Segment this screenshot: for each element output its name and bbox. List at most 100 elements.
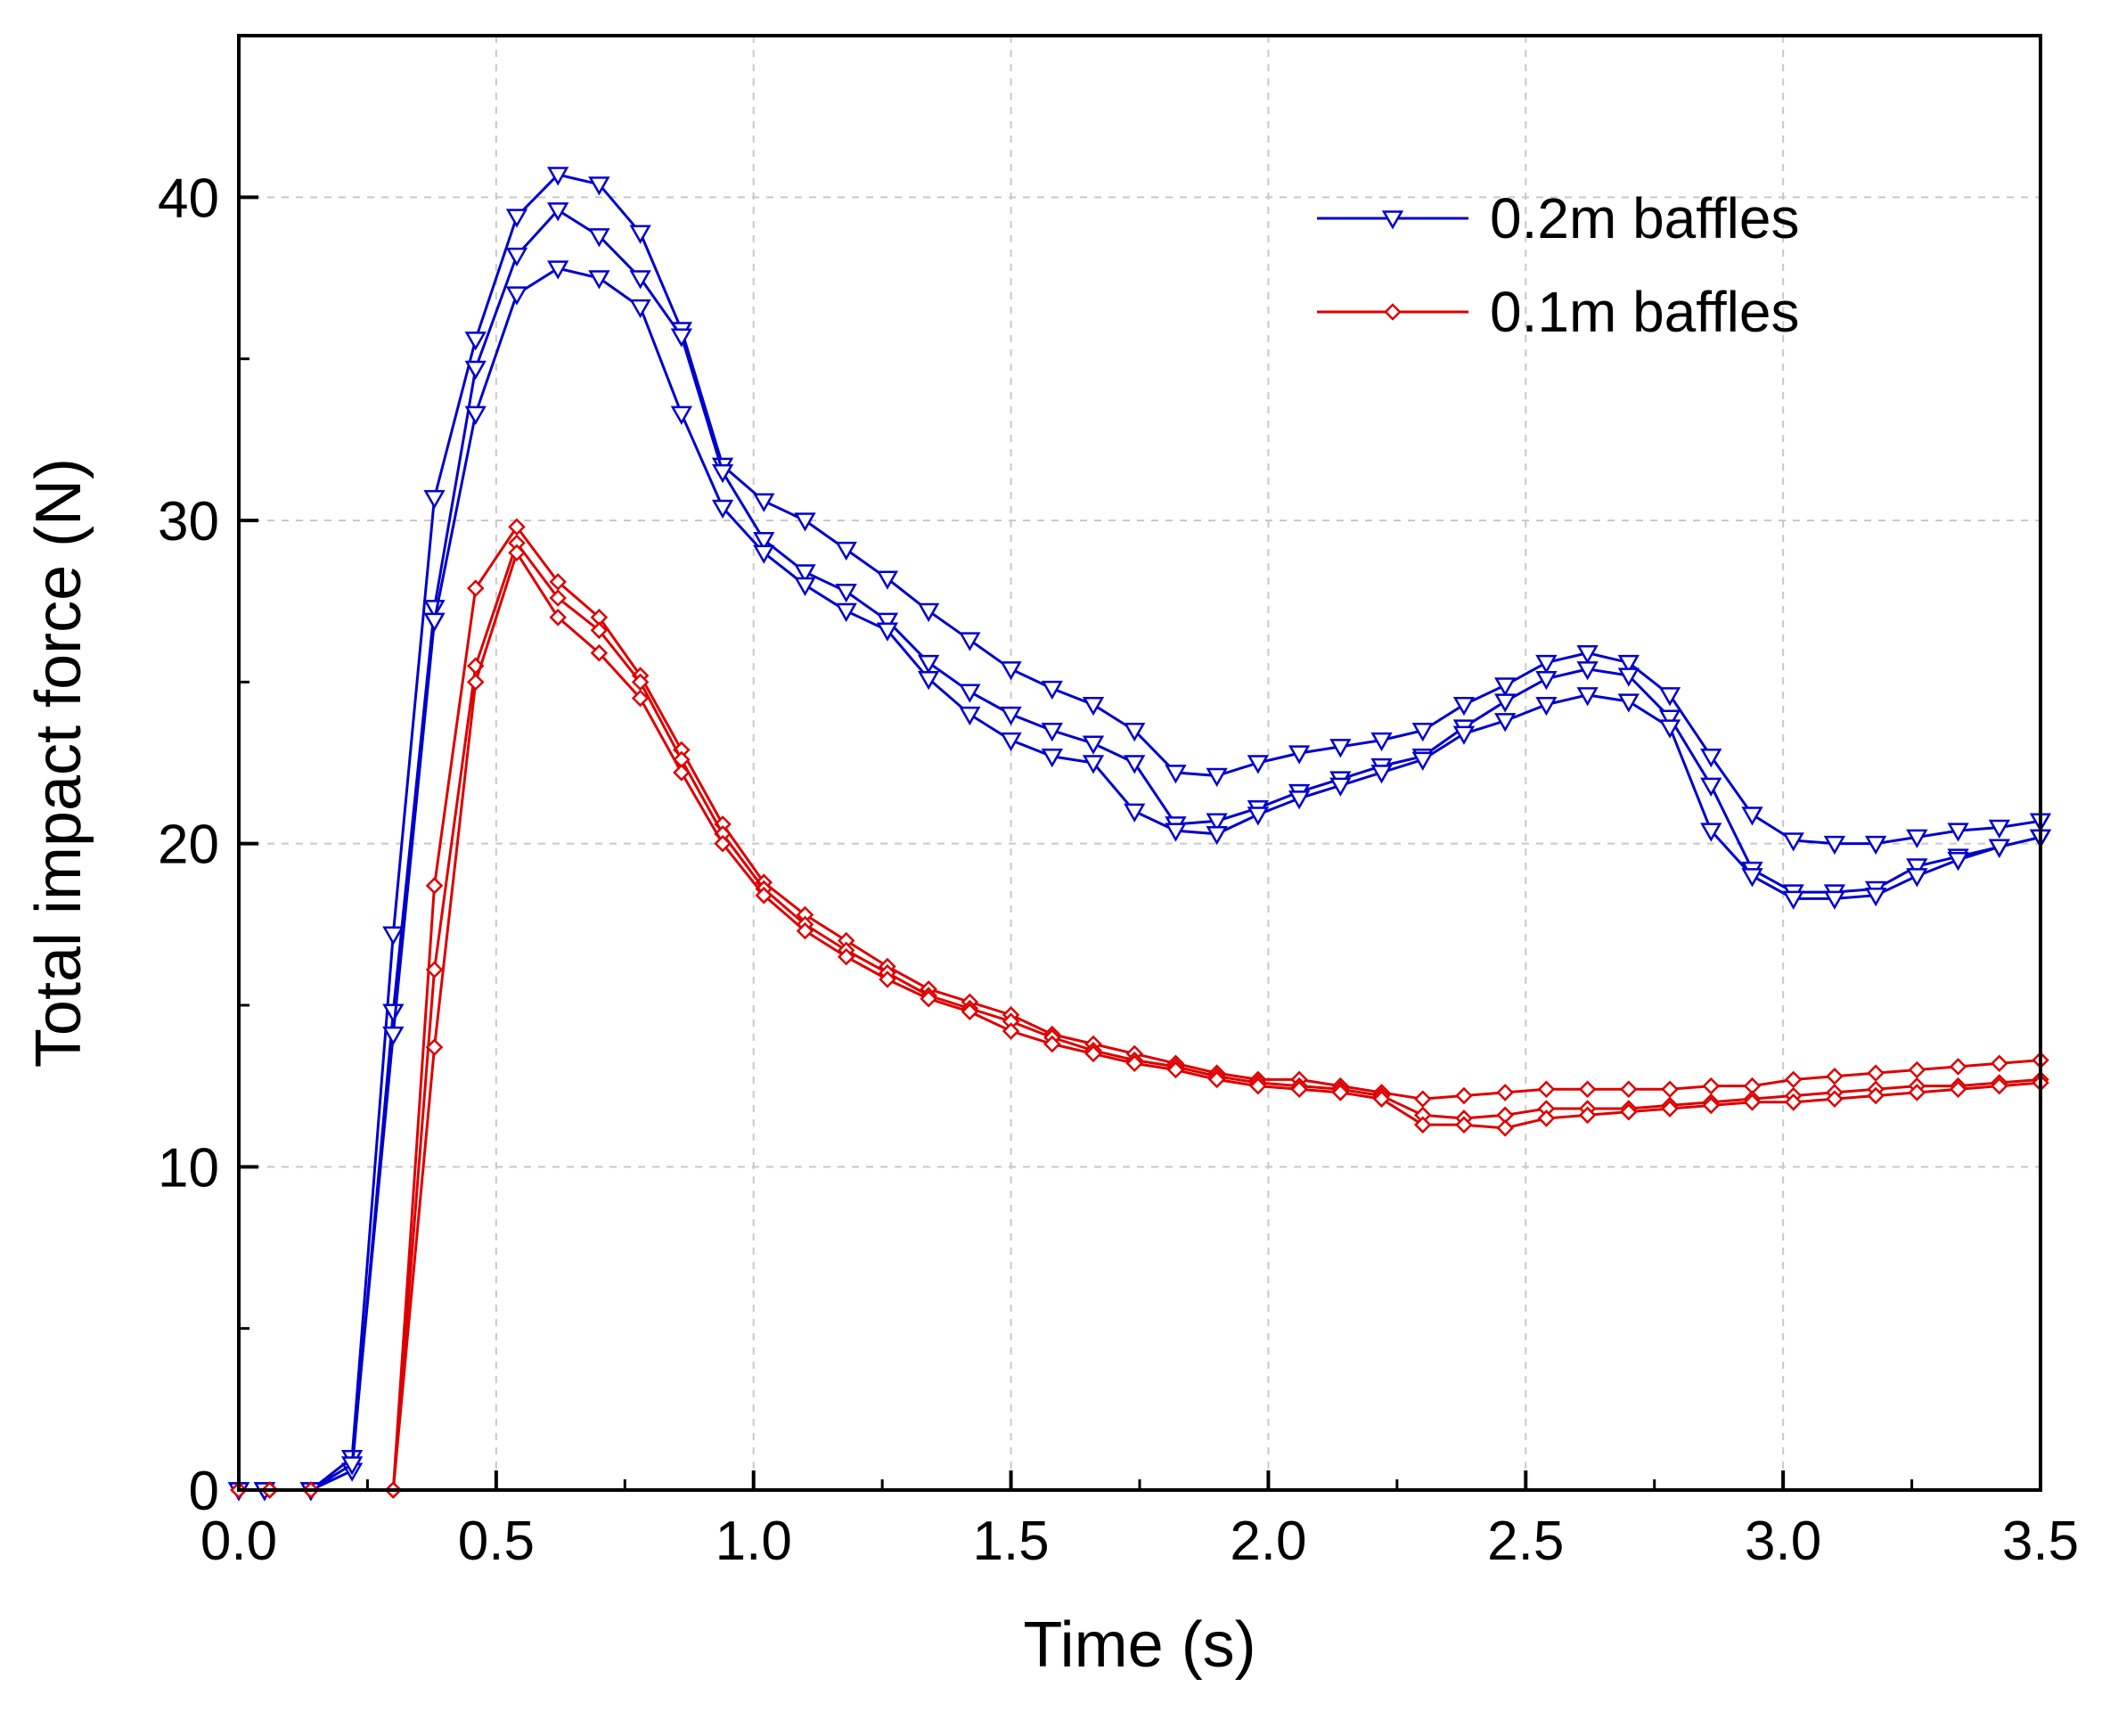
data-point-diamond: [549, 589, 567, 607]
data-point-triangle: [1906, 829, 1928, 848]
data-point-triangle: [1700, 748, 1722, 768]
data-point-diamond: [1784, 1093, 1803, 1111]
data-point-triangle: [1165, 765, 1187, 784]
data-point-triangle: [1947, 823, 1969, 842]
data-point-triangle: [753, 532, 775, 552]
data-point-triangle: [1288, 745, 1311, 765]
data-point-triangle: [1988, 819, 2010, 839]
data-point-diamond: [508, 518, 526, 536]
legend: 0.2m baffles 0.1m baffles: [1317, 186, 1799, 344]
data-point-diamond: [1661, 1080, 1679, 1099]
series-layer: [227, 167, 2052, 1502]
series-0-1m-baffles-3: [230, 518, 2049, 1499]
data-point-diamond: [1702, 1096, 1721, 1115]
series-0-2m-baffles-2: [227, 260, 2052, 1502]
data-point-diamond: [1702, 1077, 1721, 1095]
data-point-diamond: [1867, 1064, 1885, 1082]
data-point-diamond: [1249, 1077, 1267, 1095]
series-line: [239, 173, 2041, 1492]
data-point-triangle: [1782, 890, 1804, 910]
series-0-2m-baffles-0: [227, 167, 2052, 1502]
data-point-triangle: [670, 405, 692, 425]
data-point-diamond: [1537, 1080, 1556, 1099]
data-point-triangle: [1535, 654, 1558, 675]
data-point-triangle: [464, 360, 487, 381]
data-point-diamond: [425, 961, 444, 979]
series-0-1m-baffles-5: [230, 544, 2049, 1499]
data-point-diamond: [549, 573, 567, 591]
data-point-diamond: [1991, 1077, 2008, 1095]
data-point-triangle: [1906, 858, 1928, 878]
data-point-diamond: [1331, 1084, 1350, 1101]
data-point-triangle: [753, 545, 775, 564]
data-point-diamond: [1455, 1116, 1473, 1134]
data-point-triangle: [917, 602, 940, 623]
legend-entry: 0.1m baffles: [1317, 280, 1799, 344]
data-point-triangle: [835, 602, 857, 623]
data-point-diamond: [1578, 1080, 1597, 1099]
data-point-triangle: [1411, 722, 1434, 742]
data-point-diamond: [508, 544, 526, 562]
data-point-triangle: [876, 612, 899, 632]
data-point-triangle: [1206, 767, 1228, 788]
series-line: [239, 524, 2041, 1492]
data-point-triangle: [629, 299, 651, 319]
data-point-triangle: [1576, 644, 1599, 665]
data-point-triangle: [1988, 839, 2010, 858]
data-point-diamond: [961, 1003, 979, 1021]
data-point-triangle: [1000, 732, 1022, 752]
data-point-diamond: [1207, 1070, 1226, 1089]
y-tick-label: 40: [158, 168, 219, 229]
data-point-triangle: [876, 622, 899, 642]
x-tick-label: 3.5: [2002, 1511, 2079, 1572]
data-point-triangle: [1370, 765, 1393, 784]
data-point-diamond: [1125, 1054, 1143, 1073]
data-point-diamond: [466, 579, 485, 597]
data-point-triangle: [753, 493, 775, 512]
data-point-triangle: [959, 706, 981, 726]
data-point-triangle: [547, 202, 569, 222]
data-point-diamond: [1991, 1054, 2008, 1073]
data-point-diamond: [1949, 1058, 1967, 1076]
data-point-triangle: [1741, 868, 1763, 888]
data-point-diamond: [837, 947, 855, 966]
data-point-triangle: [1658, 709, 1681, 729]
data-point-triangle: [423, 612, 446, 632]
data-point-triangle: [1381, 210, 1404, 230]
y-tick-label: 30: [158, 491, 219, 553]
data-point-triangle: [629, 270, 651, 290]
data-point-triangle: [547, 167, 569, 186]
data-point-triangle: [588, 176, 610, 196]
data-point-triangle: [1494, 713, 1517, 733]
data-point-diamond: [1826, 1068, 1844, 1085]
data-point-triangle: [1329, 777, 1352, 797]
series-line: [239, 540, 2041, 1492]
data-point-diamond: [1661, 1100, 1679, 1118]
y-tick-label: 20: [158, 815, 219, 876]
data-point-triangle: [1000, 661, 1022, 681]
data-point-diamond: [755, 886, 773, 905]
data-point-triangle: [505, 286, 528, 306]
data-point-triangle: [794, 577, 816, 597]
data-point-triangle: [1947, 852, 1969, 872]
data-point-diamond: [1496, 1119, 1514, 1137]
x-tick-label: 0.5: [458, 1511, 535, 1572]
legend-label: 0.1m baffles: [1490, 280, 1799, 344]
data-point-triangle: [917, 654, 940, 675]
data-point-triangle: [1494, 677, 1517, 697]
data-point-diamond: [1743, 1093, 1762, 1111]
data-point-triangle: [1700, 777, 1722, 797]
data-point-diamond: [1908, 1060, 1926, 1079]
data-point-triangle: [1700, 823, 1722, 842]
data-point-triangle: [547, 260, 569, 280]
data-point-diamond: [1620, 1102, 1638, 1121]
data-point-triangle: [1247, 807, 1270, 826]
legend-label: 0.2m baffles: [1490, 186, 1799, 250]
data-point-triangle: [1082, 735, 1105, 755]
data-point-diamond: [549, 609, 567, 626]
data-point-triangle: [1124, 803, 1146, 823]
data-point-diamond: [1166, 1060, 1185, 1079]
data-point-triangle: [1906, 868, 1928, 888]
data-point-triangle: [1823, 890, 1846, 910]
grid: [239, 36, 2040, 1490]
